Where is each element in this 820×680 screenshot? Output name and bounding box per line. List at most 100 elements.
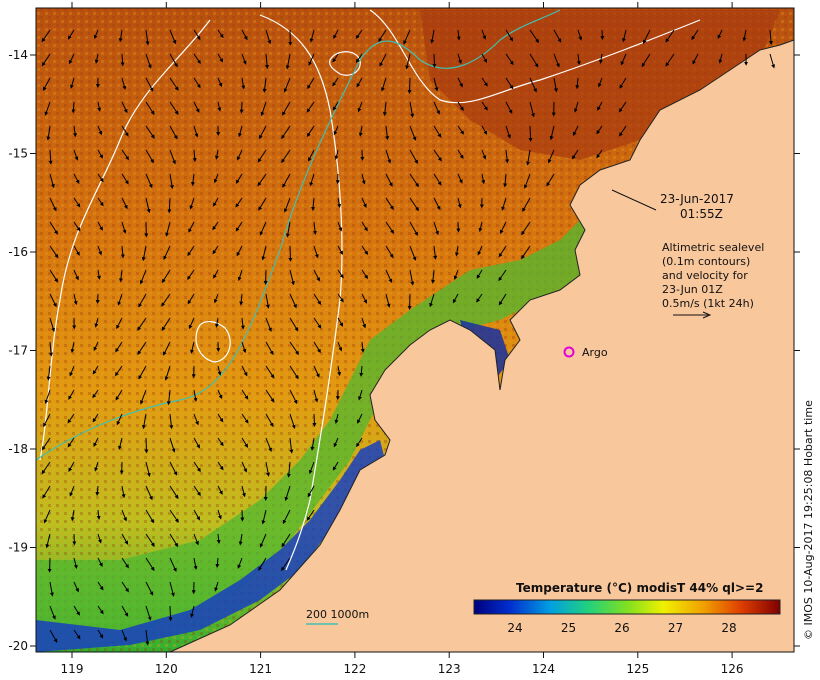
velocity-arrow — [163, 341, 171, 356]
velocity-arrow — [576, 53, 581, 66]
velocity-arrow — [121, 509, 127, 522]
velocity-arrow — [618, 101, 627, 113]
velocity-arrow — [193, 389, 198, 402]
velocity-arrow — [241, 77, 246, 90]
velocity-arrow — [281, 533, 291, 548]
velocity-arrow — [97, 197, 104, 207]
velocity-arrow — [665, 29, 675, 43]
velocity-arrow — [116, 413, 123, 426]
velocity-arrow — [265, 341, 274, 356]
velocity-arrow — [213, 269, 219, 279]
velocity-arrow — [145, 581, 154, 596]
velocity-arrow — [476, 293, 483, 303]
velocity-arrow — [241, 365, 248, 377]
velocity-arrow — [498, 293, 507, 306]
velocity-arrow — [44, 101, 51, 116]
x-tick-label: 119 — [61, 662, 84, 676]
velocity-arrow — [283, 77, 291, 93]
velocity-arrow — [69, 365, 75, 377]
velocity-arrow — [457, 197, 462, 209]
velocity-arrow — [498, 269, 507, 282]
velocity-arrow — [356, 437, 363, 448]
velocity-arrow — [145, 629, 150, 646]
velocity-arrow — [145, 101, 155, 115]
velocity-arrow — [308, 53, 315, 66]
colorbar-ticks: 24 25 26 27 28 — [507, 621, 736, 635]
velocity-arrow — [260, 101, 267, 117]
velocity-arrow — [145, 125, 155, 139]
velocity-arrow — [259, 125, 267, 140]
y-tick-label: -16 — [8, 245, 28, 259]
velocity-arrow — [217, 389, 223, 400]
velocity-arrow — [169, 509, 179, 523]
velocity-arrow — [333, 125, 339, 136]
velocity-arrow — [94, 53, 99, 64]
velocity-arrow — [163, 245, 171, 261]
x-tick-label: 120 — [155, 662, 178, 676]
velocity-arrow — [237, 269, 243, 282]
velocity-arrow — [332, 461, 339, 471]
velocity-arrow — [282, 509, 291, 525]
velocity-arrow — [138, 293, 147, 308]
velocity-arrow — [361, 173, 366, 185]
velocity-arrow — [409, 173, 419, 188]
velocity-arrow — [596, 149, 603, 159]
velocity-arrow — [306, 125, 315, 137]
velocity-arrow — [97, 125, 103, 136]
altimetry-line-2: (0.1m contours) — [662, 255, 750, 268]
velocity-arrow — [457, 53, 462, 65]
scale-arrow-head-icon — [702, 311, 712, 319]
velocity-arrow — [385, 125, 390, 141]
colorbar-gradient — [473, 599, 781, 615]
velocity-arrow — [217, 509, 222, 520]
velocity-arrow — [308, 149, 315, 162]
velocity-arrow — [361, 317, 367, 329]
velocity-arrow — [357, 101, 363, 113]
velocity-arrow — [405, 53, 411, 70]
velocity-arrow — [95, 485, 100, 496]
velocity-arrow — [505, 77, 514, 90]
velocity-arrow — [161, 269, 171, 284]
velocity-arrow — [217, 101, 222, 112]
date-leader-line — [611, 189, 657, 211]
velocity-arrows — [41, 29, 776, 646]
velocity-arrow — [115, 389, 123, 401]
argo-marker — [563, 346, 575, 358]
velocity-arrow — [188, 317, 195, 330]
velocity-arrow — [67, 29, 75, 40]
velocity-arrow — [498, 245, 507, 258]
velocity-arrow — [332, 77, 339, 87]
velocity-arrow — [265, 29, 272, 45]
velocity-arrow — [237, 557, 243, 569]
velocity-arrow — [641, 53, 651, 68]
land-mass — [169, 39, 795, 653]
velocity-arrow — [409, 245, 417, 261]
velocity-arrow — [145, 77, 154, 92]
velocity-arrow — [169, 437, 176, 453]
velocity-arrow — [169, 461, 178, 476]
velocity-arrow — [308, 461, 315, 475]
plot-area: Argo 23-Jun-2017 01:55Z Altimetric seale… — [35, 7, 795, 653]
velocity-arrow — [261, 245, 267, 261]
velocity-arrow — [145, 533, 155, 547]
velocity-arrow — [213, 293, 219, 304]
velocity-arrow — [144, 437, 149, 454]
velocity-arrow — [257, 173, 267, 187]
velocity-arrow — [284, 485, 291, 502]
velocity-arrow — [546, 173, 555, 187]
velocity-arrow — [334, 149, 339, 160]
y-tick-label: -15 — [8, 147, 28, 161]
velocity-arrow — [145, 605, 152, 621]
velocity-arrow — [619, 77, 627, 89]
velocity-arrow — [167, 197, 172, 214]
velocity-arrow — [114, 365, 123, 377]
velocity-arrow — [97, 101, 102, 112]
velocity-arrow — [118, 29, 123, 43]
x-tick-label: 124 — [532, 662, 555, 676]
velocity-arrow — [49, 197, 57, 212]
velocity-arrow — [238, 125, 243, 138]
velocity-arrow — [49, 581, 54, 597]
velocity-arrow — [217, 485, 223, 495]
velocity-arrow — [282, 173, 291, 188]
velocity-arrow — [281, 149, 291, 164]
